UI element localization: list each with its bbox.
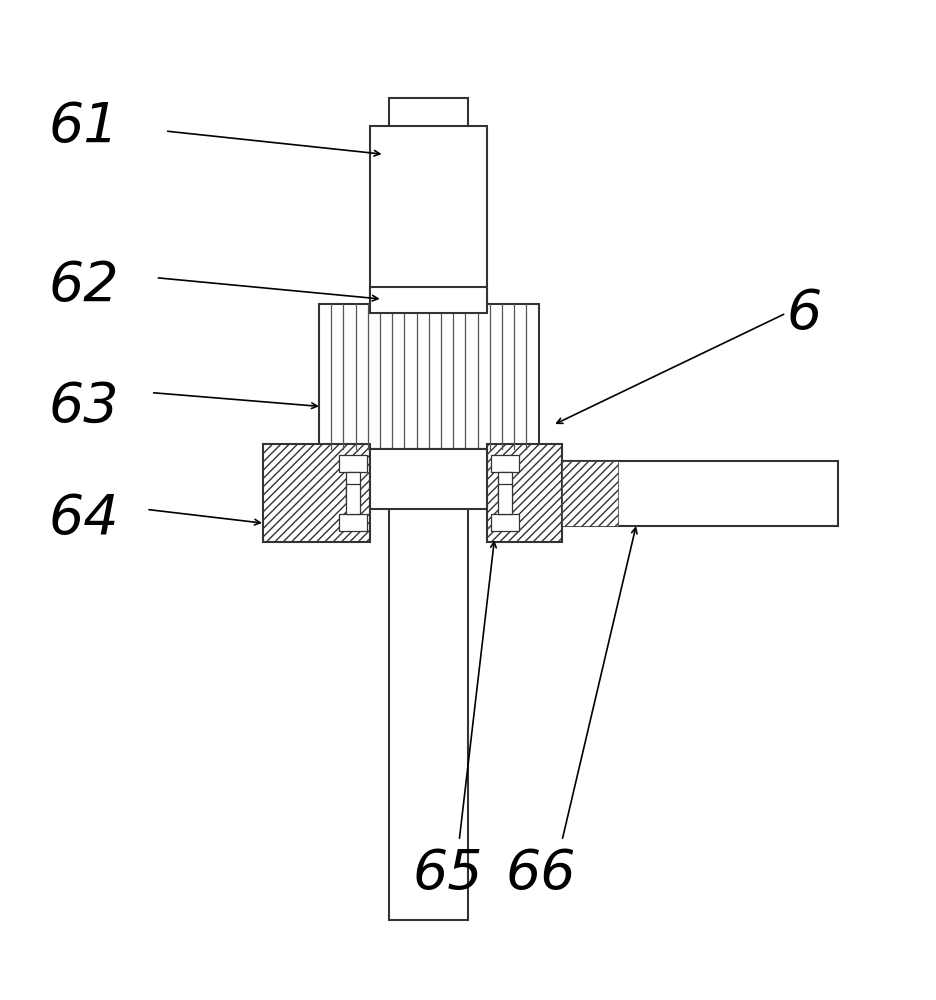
Bar	[562, 461, 837, 526]
Text: 6: 6	[785, 287, 821, 340]
Bar	[490, 514, 519, 531]
Bar	[370, 126, 487, 313]
Bar	[370, 287, 487, 313]
Bar	[370, 449, 487, 509]
Bar	[497, 472, 511, 502]
Text: 62: 62	[48, 259, 119, 312]
Bar	[338, 455, 366, 472]
Bar	[338, 514, 366, 531]
Text: 61: 61	[48, 100, 119, 153]
Bar	[388, 98, 468, 920]
Bar	[345, 472, 359, 502]
Bar	[497, 484, 511, 514]
Bar	[490, 455, 519, 472]
Text: 64: 64	[48, 492, 119, 545]
Text: 65: 65	[412, 847, 482, 900]
Text: 66: 66	[505, 847, 576, 900]
Bar	[345, 484, 359, 514]
Bar	[263, 444, 370, 542]
Bar	[487, 444, 562, 542]
Bar	[318, 304, 538, 449]
Bar	[562, 461, 618, 526]
Text: 63: 63	[48, 380, 119, 433]
